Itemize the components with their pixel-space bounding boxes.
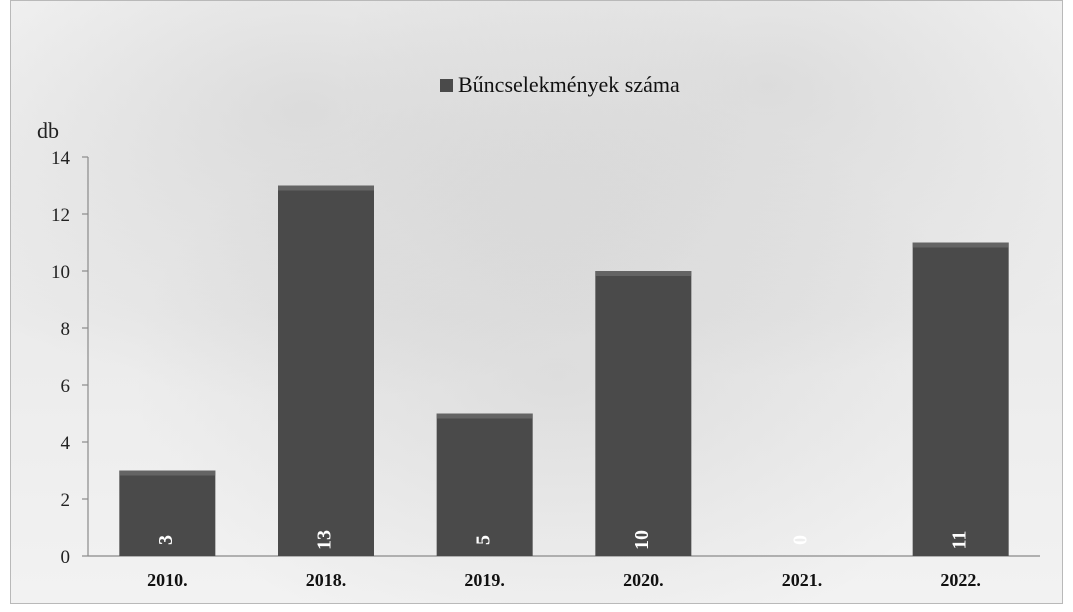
bar-top-highlight-2019. [436, 413, 533, 419]
bar-top-highlight-2022. [912, 242, 1009, 248]
y-tick-label-0: 0 [61, 547, 71, 568]
data-label-2019.: 5 [472, 535, 494, 545]
bars: 3 13 5 10 0 11 [119, 185, 1009, 556]
x-ticks: 2010. 2018. 2019. 2020. 2021. 2022. [147, 570, 981, 590]
y-tick-label-8: 8 [61, 319, 71, 340]
y-tick-label-10: 10 [51, 262, 70, 283]
legend-swatch [440, 79, 453, 92]
x-tick-label-2019.: 2019. [464, 570, 505, 590]
bar-2018. [278, 185, 374, 556]
y-axis-label: db [37, 118, 59, 143]
bar-2019. [436, 413, 533, 556]
legend: Bűncselekmények száma [440, 72, 680, 97]
data-label-2020.: 10 [631, 530, 653, 550]
y-ticks: 0 2 4 6 8 10 12 14 [51, 148, 88, 568]
bar-top-highlight-2018. [278, 185, 374, 191]
legend-label: Bűncselekmények száma [458, 72, 680, 97]
data-label-2018.: 13 [314, 530, 336, 550]
bar-top-highlight-2020. [595, 271, 692, 276]
data-label-2022.: 11 [948, 531, 970, 550]
x-tick-label-2022.: 2022. [940, 570, 981, 590]
data-label-2021.: 0 [790, 535, 812, 545]
x-tick-label-2021.: 2021. [782, 570, 823, 590]
bar-top-highlight-2010. [119, 470, 216, 476]
axes [87, 157, 1040, 557]
bar-2010. [119, 470, 216, 556]
y-tick-label-4: 4 [61, 433, 71, 454]
bar-2020. [595, 271, 692, 556]
y-tick-label-2: 2 [61, 490, 71, 511]
bar-2022. [912, 242, 1009, 556]
x-tick-label-2018.: 2018. [306, 570, 347, 590]
y-tick-label-14: 14 [51, 148, 71, 169]
y-tick-label-6: 6 [61, 376, 71, 397]
y-tick-label-12: 12 [51, 205, 70, 226]
x-tick-label-2020.: 2020. [623, 570, 664, 590]
x-tick-label-2010.: 2010. [147, 570, 188, 590]
data-label-2010.: 3 [155, 535, 177, 545]
